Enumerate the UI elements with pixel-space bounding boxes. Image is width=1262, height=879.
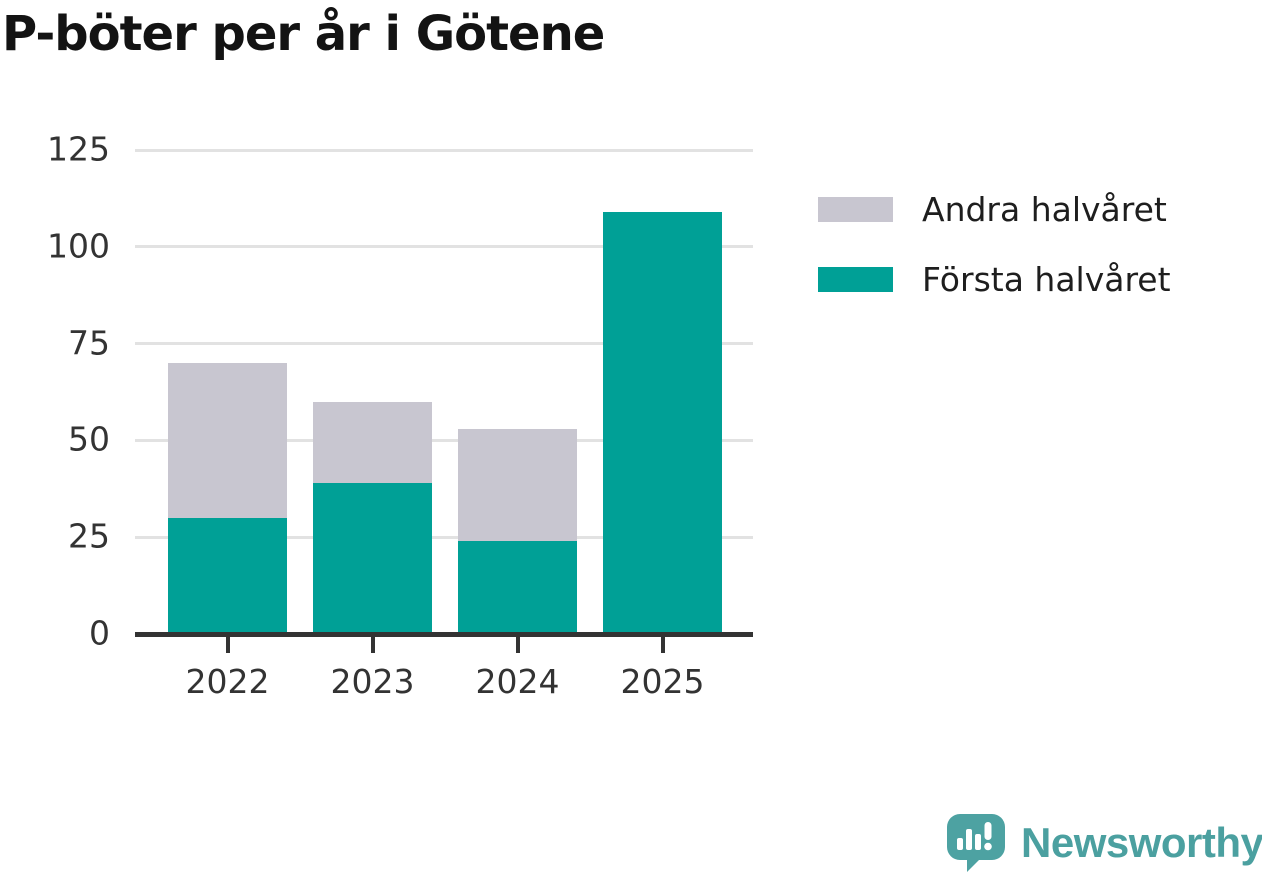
x-tick-mark-2024 xyxy=(515,637,520,653)
bar-segment-2024-andra xyxy=(458,428,577,542)
logo-text: Newsworthy xyxy=(1021,818,1262,866)
x-tick-mark-2023 xyxy=(370,637,375,653)
gridline-25 xyxy=(135,535,753,539)
x-axis-line xyxy=(135,631,753,637)
gridline-50 xyxy=(135,438,753,442)
gridline-75 xyxy=(135,342,753,346)
x-tick-mark-2022 xyxy=(225,637,230,653)
y-axis-label-25: 25 xyxy=(68,516,110,556)
bar-segment-2023-andra xyxy=(313,401,432,483)
y-axis-label-125: 125 xyxy=(47,129,110,169)
y-axis-label-0: 0 xyxy=(89,613,110,653)
gridline-125 xyxy=(135,148,753,152)
legend: Andra halvåret Första halvåret xyxy=(818,190,1171,330)
x-axis-label-2023: 2023 xyxy=(330,662,415,701)
legend-swatch-forsta xyxy=(818,267,893,292)
y-axis-label-100: 100 xyxy=(47,226,110,266)
bar-segment-2023-första xyxy=(313,482,432,634)
bar-segment-2022-andra xyxy=(168,362,287,518)
x-tick-mark-2025 xyxy=(660,637,665,653)
x-axis-label-2024: 2024 xyxy=(475,662,560,701)
y-axis-label-75: 75 xyxy=(68,323,110,363)
x-axis-label-2022: 2022 xyxy=(185,662,270,701)
x-axis-label-2025: 2025 xyxy=(620,662,705,701)
legend-label-andra: Andra halvåret xyxy=(922,190,1167,229)
newsworthy-logo: Newsworthy xyxy=(946,813,1262,872)
legend-item-forsta: Första halvåret xyxy=(818,260,1171,299)
gridline-100 xyxy=(135,245,753,249)
y-axis-label-50: 50 xyxy=(68,420,110,460)
bar-segment-2022-första xyxy=(168,517,287,634)
speech-bubble-chart-icon xyxy=(946,813,1006,872)
legend-swatch-andra xyxy=(818,197,893,222)
bar-segment-2024-första xyxy=(458,541,577,634)
chart-title: P-böter per år i Götene xyxy=(2,6,605,62)
legend-label-forsta: Första halvåret xyxy=(922,260,1171,299)
bar-segment-2025-första xyxy=(603,211,722,634)
legend-item-andra: Andra halvåret xyxy=(818,190,1171,229)
